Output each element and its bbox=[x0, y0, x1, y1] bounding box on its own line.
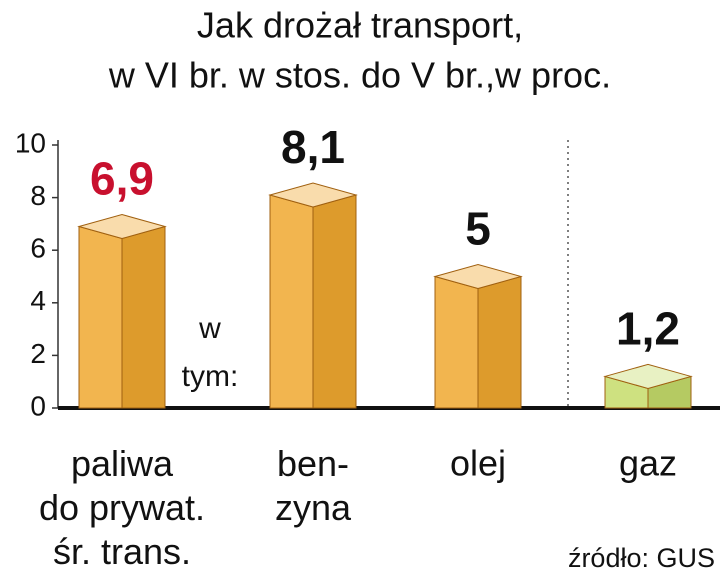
chart-title: Jak drożał transport, bbox=[197, 5, 523, 46]
y-tick-label: 6 bbox=[30, 233, 46, 264]
y-tick-label: 10 bbox=[15, 127, 46, 158]
x-tick-label: paliwa do prywat. śr. trans. bbox=[39, 443, 205, 572]
bar-side bbox=[121, 225, 166, 409]
x-tick-label: olej bbox=[450, 443, 506, 484]
annotation: w tym: bbox=[182, 312, 239, 393]
x-tick-label: ben-zyna bbox=[275, 443, 352, 528]
bar-face bbox=[269, 194, 314, 409]
bar-face bbox=[434, 275, 479, 409]
bar-top bbox=[77, 214, 167, 240]
value-label: 1,2 bbox=[616, 303, 680, 355]
value-label: 8,1 bbox=[281, 121, 345, 173]
bar bbox=[433, 263, 523, 409]
y-tick-label: 0 bbox=[30, 390, 46, 421]
bar-side bbox=[312, 194, 357, 409]
y-tick-label: 2 bbox=[30, 338, 46, 369]
chart-subtitle: w VI br. w stos. do V br.,w proc. bbox=[108, 55, 611, 96]
bar-top bbox=[603, 363, 693, 389]
x-tick-label: gaz bbox=[619, 443, 677, 484]
bar bbox=[268, 182, 358, 409]
source: źródło: GUS bbox=[568, 543, 715, 573]
y-tick-label: 4 bbox=[30, 285, 46, 316]
bar-top bbox=[433, 263, 523, 290]
y-tick-label: 8 bbox=[30, 180, 46, 211]
value-label: 5 bbox=[465, 203, 491, 255]
bar-side bbox=[477, 275, 522, 409]
bar-face bbox=[78, 225, 123, 409]
bar-top bbox=[268, 182, 358, 208]
bar bbox=[77, 214, 167, 409]
bar bbox=[603, 363, 693, 409]
value-label: 6,9 bbox=[90, 153, 154, 205]
